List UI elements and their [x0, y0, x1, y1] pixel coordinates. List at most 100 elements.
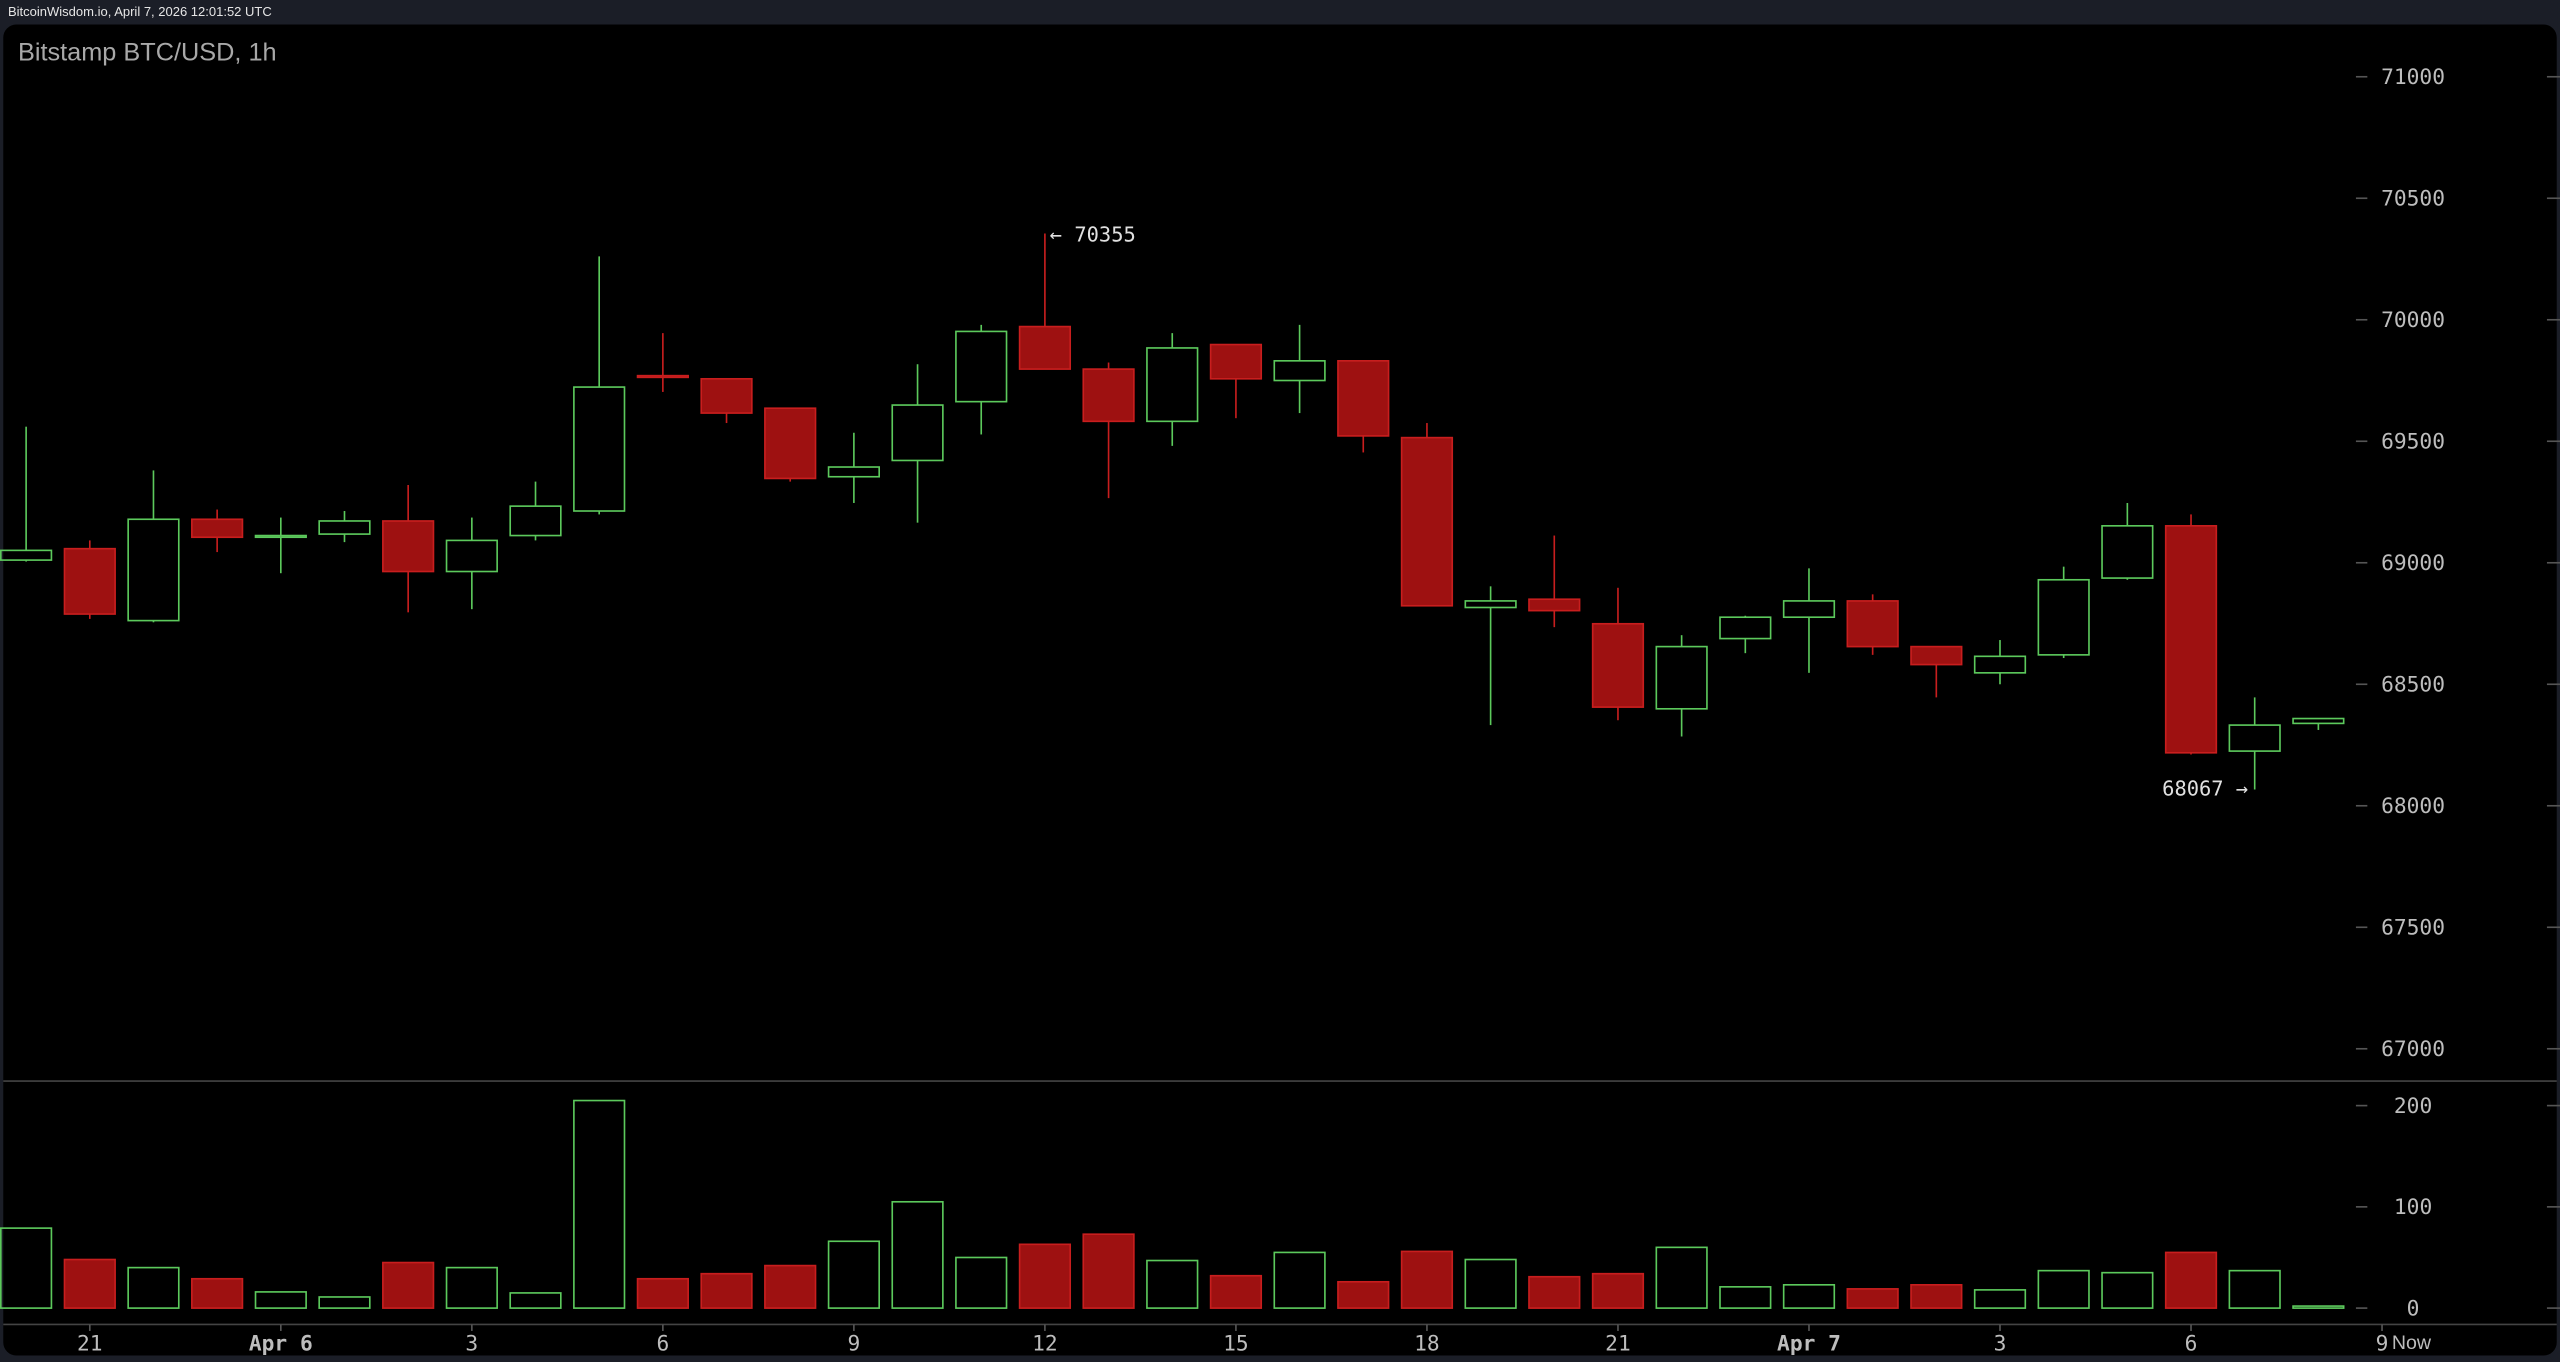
time-tick-label: 6	[2185, 1332, 2198, 1357]
volume-bar	[127, 1266, 180, 1309]
volume-bar	[1337, 1280, 1390, 1309]
price-tick-label: 71000	[2381, 65, 2445, 90]
volume-bar	[1273, 1251, 1326, 1309]
volume-bar	[1209, 1274, 1263, 1309]
candle-body	[1146, 347, 1199, 423]
high-annotation: ← 70355	[1050, 223, 1136, 247]
candle	[1337, 360, 1390, 453]
candle	[2101, 502, 2154, 580]
candle-body	[1082, 368, 1135, 423]
candle	[445, 517, 498, 610]
candle	[573, 256, 626, 515]
price-tick-label: 70500	[2381, 187, 2445, 212]
candle	[1082, 362, 1135, 499]
volume-bar	[445, 1266, 498, 1309]
header-text: BitcoinWisdom.io, April 7, 2026 12:01:52…	[8, 4, 272, 19]
price-axis: 71000 70500 70000 69500 69000 68500 68000 67500…	[2355, 65, 2560, 1062]
candle-body	[127, 518, 180, 622]
price-tick-label: 67000	[2381, 1037, 2445, 1062]
volume-bar	[1146, 1259, 1199, 1309]
volume-bar	[1846, 1288, 1899, 1309]
candle-body	[2101, 525, 2154, 579]
candle-body	[1018, 325, 1072, 370]
time-tick-label: 15	[1223, 1332, 1249, 1357]
candle-body	[1973, 655, 2027, 674]
now-label: Now	[2392, 1332, 2432, 1354]
candle	[2228, 697, 2281, 790]
candle-body	[1910, 645, 1963, 666]
time-tick-label: 6	[656, 1332, 669, 1357]
volume-bar	[2101, 1271, 2154, 1309]
candle-body	[254, 534, 307, 539]
volume-bar	[1528, 1275, 1581, 1309]
candle	[891, 364, 944, 523]
candle	[1846, 594, 1899, 655]
candle	[827, 432, 880, 503]
price-tick-label: 69500	[2381, 430, 2445, 455]
candle	[1655, 635, 1708, 737]
candle-body	[573, 386, 626, 512]
candle-body	[0, 549, 53, 561]
volume-bar	[63, 1258, 116, 1309]
candle	[1146, 333, 1199, 446]
candle-body	[2164, 525, 2218, 754]
time-tick-label: Apr 7	[1777, 1332, 1841, 1357]
candle-body	[1464, 600, 1517, 609]
volume-bar	[764, 1264, 817, 1309]
candle-body	[1782, 600, 1836, 619]
candle-body	[63, 547, 116, 615]
candle	[2037, 566, 2090, 659]
volume-bar	[1782, 1284, 1836, 1309]
candle	[700, 377, 753, 424]
candle	[1528, 535, 1581, 628]
volume-bar	[318, 1296, 371, 1309]
candle	[1464, 586, 1517, 726]
candle	[0, 426, 53, 562]
candle-body	[2037, 578, 2090, 656]
volume-bar	[1655, 1246, 1708, 1309]
candle-body	[509, 505, 562, 537]
candle-body	[2292, 717, 2345, 725]
volume-bar	[2228, 1269, 2281, 1309]
candle	[636, 333, 689, 392]
candle-body	[764, 407, 817, 480]
volume-bar	[0, 1227, 53, 1309]
time-tick-label: 18	[1414, 1332, 1440, 1357]
candle	[63, 540, 116, 619]
candle	[191, 509, 244, 553]
time-tick-label: 3	[465, 1332, 478, 1357]
time-tick-label: 21	[77, 1332, 103, 1357]
volume-bar	[254, 1291, 307, 1309]
volume-bar	[1018, 1243, 1072, 1309]
volume-bar	[891, 1200, 944, 1309]
volume-bar	[191, 1277, 244, 1309]
chart-panel	[3, 24, 2557, 1356]
candle	[764, 407, 817, 482]
candle-body	[1591, 622, 1645, 708]
candle	[254, 517, 307, 574]
volume-bar	[2292, 1305, 2345, 1309]
candle-body	[1655, 645, 1708, 710]
price-tick-label: 68000	[2381, 794, 2445, 819]
volume-bar	[2164, 1251, 2218, 1309]
price-tick-label: 70000	[2381, 308, 2445, 333]
volume-tick-label: 200	[2394, 1094, 2432, 1119]
candle	[1591, 587, 1645, 721]
candle-body	[382, 520, 435, 573]
candle	[1973, 640, 2027, 685]
volume-bar	[1719, 1286, 1772, 1309]
candle-body	[191, 518, 244, 539]
candle-body	[636, 374, 689, 379]
candle-body	[1273, 360, 1326, 382]
time-tick-label: 12	[1032, 1332, 1058, 1357]
candle-body	[1846, 600, 1899, 648]
price-tick-label: 68500	[2381, 673, 2445, 698]
candle	[509, 481, 562, 541]
candle-body	[1719, 616, 1772, 640]
volume-bars	[0, 1099, 2345, 1309]
volume-bar	[1910, 1284, 1963, 1309]
candle-body	[700, 377, 753, 414]
chart-title: Bitstamp BTC/USD, 1h	[18, 38, 277, 66]
candle	[1018, 233, 1072, 370]
candles	[0, 233, 2345, 790]
